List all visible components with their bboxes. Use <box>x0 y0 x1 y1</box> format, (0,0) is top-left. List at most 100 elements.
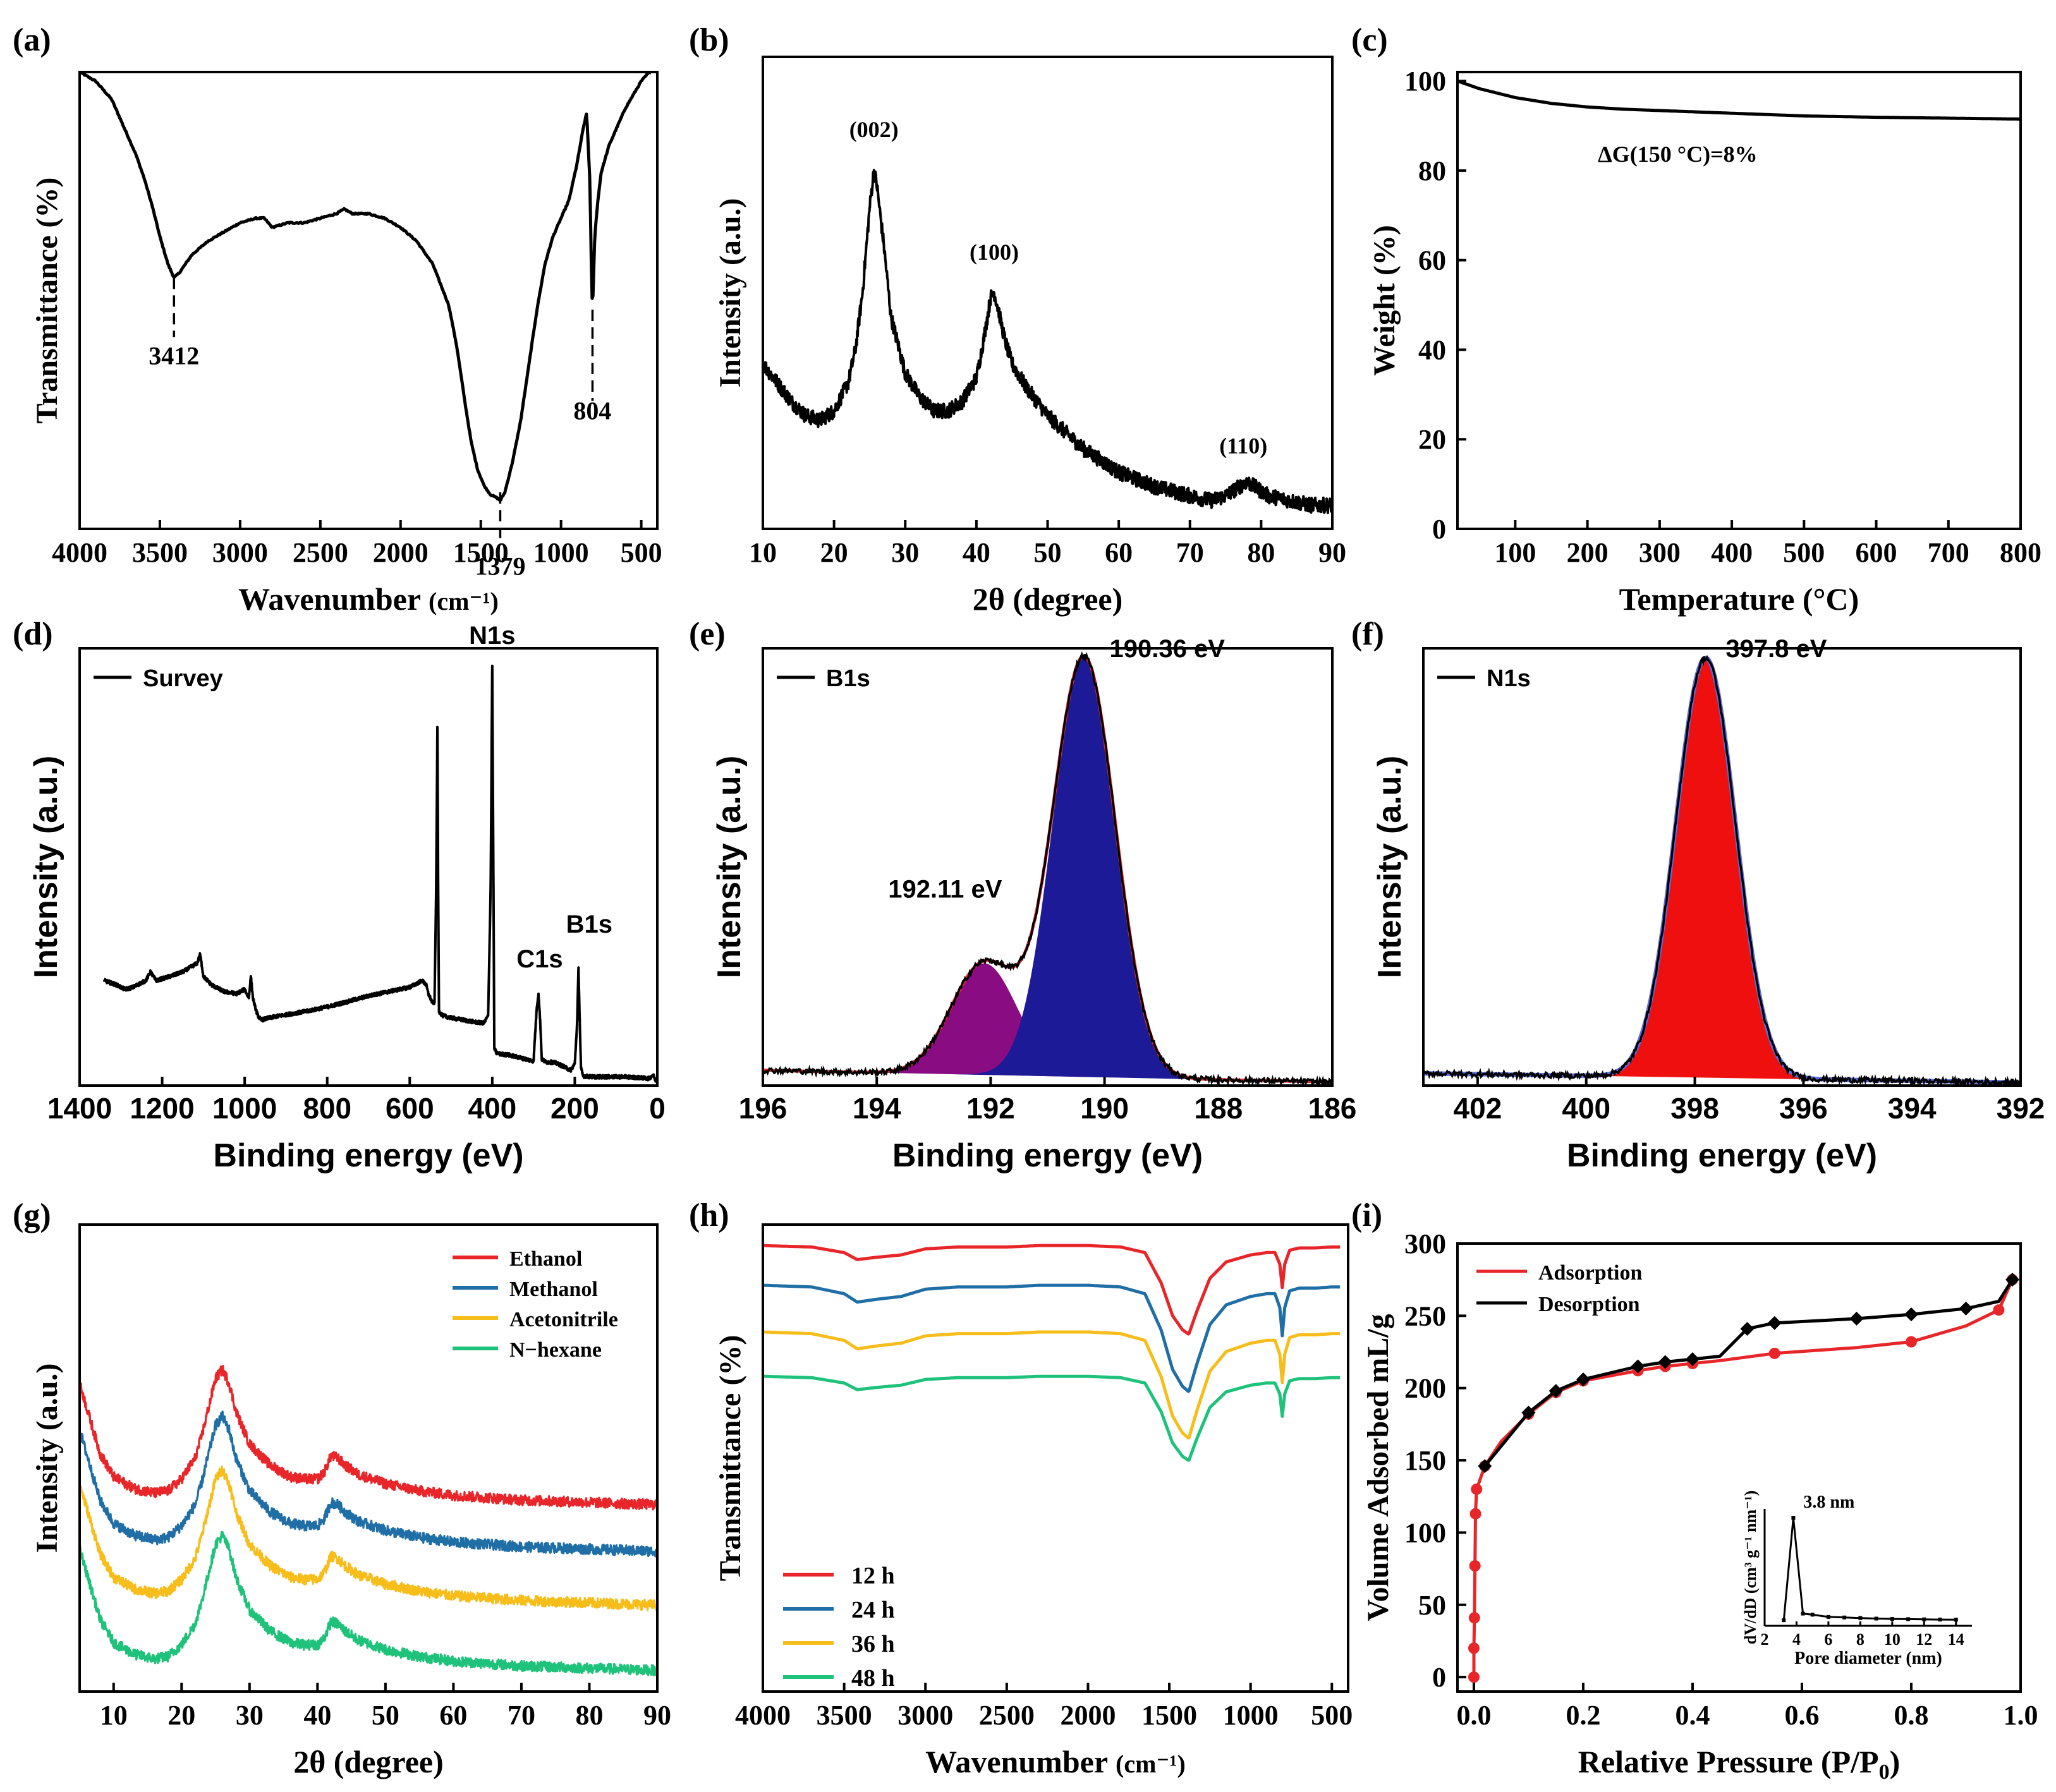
x-tick-label: 40 <box>963 537 990 568</box>
plot-area <box>1468 1273 2020 1683</box>
x-tick-label: 200 <box>1567 537 1609 568</box>
x-tick-label: 300 <box>1639 537 1681 568</box>
x-tick-label: 2500 <box>293 537 348 568</box>
panel-a: 4000 3500 3000 2500 2000 1500 1000 500 Wavenumbe… <box>13 22 662 617</box>
x-tick-label: 0.0 <box>1456 1700 1491 1731</box>
inset-x-tick-label: 6 <box>1824 1630 1832 1649</box>
plot-area <box>763 169 1332 514</box>
annotation-label: C1s <box>516 945 563 973</box>
series-line-0 <box>80 1365 657 1511</box>
annotation-label: 190.36 eV <box>1110 635 1226 663</box>
x-tick-label: 600 <box>386 1092 434 1125</box>
x-axis-label: Relative Pressure (P/P0) <box>1578 1744 1900 1784</box>
x-axis-label: Wavenumber (cm⁻¹) <box>238 581 499 617</box>
x-tick-label: 396 <box>1779 1092 1828 1125</box>
marker <box>1904 1307 1918 1322</box>
marker <box>1471 1483 1483 1495</box>
marker <box>1767 1316 1782 1330</box>
marker <box>1469 1560 1481 1572</box>
x-axis-label-text: 2θ (degree) <box>293 1744 444 1779</box>
annotation-label: 1379 <box>475 552 525 580</box>
marker <box>1740 1321 1755 1336</box>
x-tick-label: 188 <box>1194 1092 1243 1125</box>
x-tick-label: 194 <box>853 1092 901 1125</box>
x-tick-label: 30 <box>236 1700 264 1731</box>
inset-marker <box>1906 1617 1911 1621</box>
x-tick-label: 0 <box>649 1092 666 1125</box>
axes-frame <box>762 1223 1349 1693</box>
plot-area <box>1457 79 2021 121</box>
marker <box>1631 1359 1645 1374</box>
x-tick-label: 3500 <box>132 537 188 568</box>
inset-marker <box>1858 1616 1863 1620</box>
plot-area <box>80 1365 657 1677</box>
x-tick-label: 3000 <box>897 1700 953 1731</box>
panel-label: (a) <box>13 22 51 58</box>
series-line-1 <box>80 1410 657 1558</box>
inset-marker <box>1890 1617 1894 1621</box>
legend-label: Desorption <box>1538 1293 1640 1316</box>
inset-marker <box>1810 1613 1815 1617</box>
inset-x-tick-label: 2 <box>1761 1630 1769 1649</box>
x-tick-label: 500 <box>1783 537 1825 568</box>
panel-e: 196 194 192 190 188 186 Binding energy (eV) Int… <box>689 616 1356 1174</box>
legend-label: B1s <box>826 665 870 692</box>
x-axis-label-text: Binding energy (eV) <box>892 1137 1203 1174</box>
legend-label: Adsorption <box>1538 1261 1642 1285</box>
inset-marker <box>1801 1611 1805 1616</box>
series-line <box>80 72 652 502</box>
x-tick-label: 1500 <box>1141 1700 1197 1731</box>
x-axis-label: Binding energy (eV) <box>892 1137 1203 1174</box>
legend-label: Acetonitrile <box>509 1308 618 1331</box>
inset-marker <box>1922 1617 1926 1621</box>
panel-label: (h) <box>689 1197 729 1233</box>
panel-label: (d) <box>13 616 53 652</box>
x-axis-label-end: ) <box>1890 1744 1901 1779</box>
marker <box>1658 1355 1672 1369</box>
axes-frame <box>78 1223 659 1693</box>
plot-area <box>1423 655 2021 1086</box>
x-axis-label-text: 2θ (degree) <box>973 581 1123 617</box>
series-line-2 <box>80 1465 657 1611</box>
marker <box>1468 1612 1480 1624</box>
annotation-label: (002) <box>849 117 899 142</box>
x-tick-label: 1.0 <box>2004 1700 2038 1731</box>
x-tick-label: 500 <box>621 537 662 568</box>
x-axis-label: Wavenumber (cm⁻¹) <box>925 1744 1186 1779</box>
panel-label: (c) <box>1351 22 1388 58</box>
x-tick-label: 100 <box>1494 537 1536 568</box>
x-tick-label: 1000 <box>1223 1700 1279 1731</box>
y-axis-label: Intensity (a.u.) <box>714 198 747 387</box>
y-tick-label: 0 <box>1432 1662 1446 1693</box>
x-tick-label: 190 <box>1080 1092 1129 1125</box>
annotation-label: ΔG(150 °C)=8% <box>1598 142 1757 167</box>
x-tick-label: 398 <box>1670 1092 1719 1125</box>
raw-spectrum <box>763 651 1332 1086</box>
marker <box>1959 1301 1973 1316</box>
annotation-label: 192.11 eV <box>888 875 1002 903</box>
y-tick-label: 0 <box>1432 514 1446 545</box>
axes-frame <box>762 647 1334 1087</box>
y-axis-label: Volume Adsorbed mL/g <box>1361 1314 1395 1621</box>
inset-x-tick-label: 14 <box>1948 1630 1964 1649</box>
x-axis-label-unit: (cm⁻¹) <box>429 587 499 615</box>
raw-spectrum <box>1423 655 2021 1086</box>
marker <box>1576 1372 1590 1386</box>
y-tick-label: 50 <box>1418 1590 1446 1621</box>
x-tick-label: 90 <box>1318 537 1346 568</box>
marker <box>1993 1304 2005 1316</box>
x-tick-label: 60 <box>1105 537 1133 568</box>
annotation-label: 804 <box>573 396 611 425</box>
x-tick-label: 2500 <box>979 1700 1035 1731</box>
x-axis-label-text: Temperature (°C) <box>1619 581 1859 617</box>
x-tick-label: 70 <box>508 1700 535 1731</box>
y-axis-label: Intensity (a.u.) <box>1372 756 1408 978</box>
x-tick-label: 394 <box>1888 1092 1937 1125</box>
x-axis-label: Binding energy (eV) <box>1567 1137 1877 1174</box>
inset-marker <box>1874 1616 1878 1621</box>
panel-label: (b) <box>689 22 729 58</box>
x-tick-label: 3000 <box>212 537 268 568</box>
marker <box>1849 1311 1864 1326</box>
marker <box>1685 1352 1700 1366</box>
